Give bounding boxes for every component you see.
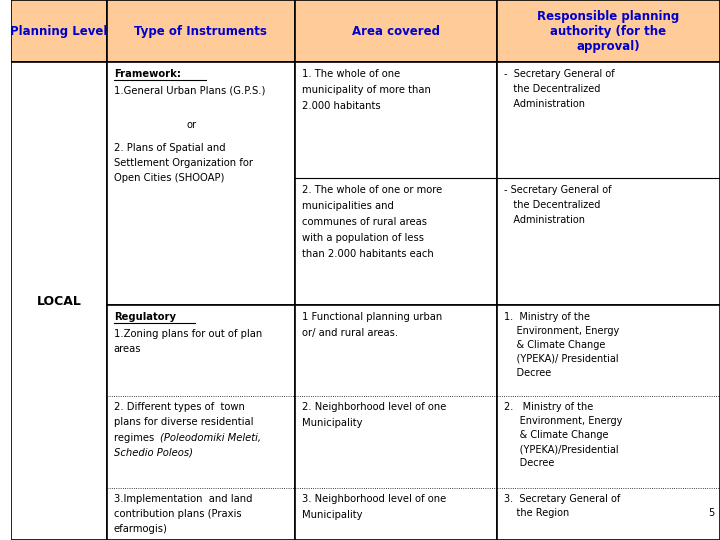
Text: contribution plans (Praxis: contribution plans (Praxis (114, 509, 241, 519)
Text: 2.000 habitants: 2.000 habitants (302, 101, 380, 111)
Text: areas: areas (114, 344, 141, 354)
Text: Administration: Administration (504, 215, 585, 225)
Text: Administration: Administration (504, 99, 585, 109)
Text: Area covered: Area covered (351, 24, 440, 38)
Text: 3. Neighborhood level of one: 3. Neighborhood level of one (302, 494, 446, 504)
Bar (11, 0, 107, 62)
Bar (294, 0, 497, 62)
Text: LOCAL: LOCAL (37, 294, 81, 308)
Text: Framework:: Framework: (114, 69, 181, 79)
Text: 2. The whole of one or more: 2. The whole of one or more (302, 185, 442, 195)
Bar (107, 0, 294, 62)
Text: Open Cities (SHOOAP): Open Cities (SHOOAP) (114, 173, 224, 184)
Text: Municipality: Municipality (302, 510, 362, 521)
Bar (497, 305, 720, 540)
Text: 3.Implementation  and land: 3.Implementation and land (114, 494, 252, 504)
Text: 1.General Urban Plans (G.P.S.): 1.General Urban Plans (G.P.S.) (114, 86, 265, 96)
Text: the Region: the Region (504, 508, 569, 518)
Text: Decree: Decree (504, 368, 551, 378)
Text: & Climate Change: & Climate Change (504, 430, 608, 441)
Text: Regulatory: Regulatory (114, 312, 176, 322)
Text: 2. Plans of Spatial and: 2. Plans of Spatial and (114, 143, 225, 153)
Text: regimes: regimes (114, 433, 161, 443)
Text: 1.  Ministry of the: 1. Ministry of the (504, 312, 590, 322)
Text: Schedio Poleos): Schedio Poleos) (114, 448, 193, 458)
Text: municipalities and: municipalities and (302, 201, 394, 211)
Text: than 2.000 habitants each: than 2.000 habitants each (302, 249, 433, 260)
Text: Responsible planning
authority (for the
approval): Responsible planning authority (for the … (537, 10, 680, 52)
Text: plans for diverse residential: plans for diverse residential (114, 417, 253, 428)
Bar (294, 62, 497, 305)
Text: & Climate Change: & Climate Change (504, 340, 605, 350)
Text: 1.Zoning plans for out of plan: 1.Zoning plans for out of plan (114, 329, 262, 339)
Text: or/ and rural areas.: or/ and rural areas. (302, 328, 398, 338)
Bar (107, 62, 294, 305)
Text: Type of Instruments: Type of Instruments (134, 24, 267, 38)
Text: or: or (186, 120, 197, 130)
Text: efarmogis): efarmogis) (114, 524, 168, 535)
Text: 2.   Ministry of the: 2. Ministry of the (504, 402, 593, 413)
Text: Environment, Energy: Environment, Energy (504, 326, 619, 336)
Text: Decree: Decree (504, 458, 554, 469)
Bar (497, 62, 720, 305)
Text: Environment, Energy: Environment, Energy (504, 416, 622, 427)
Text: Municipality: Municipality (302, 418, 362, 429)
Bar (11, 62, 107, 540)
Text: -  Secretary General of: - Secretary General of (504, 69, 614, 79)
Text: 1 Functional planning urban: 1 Functional planning urban (302, 312, 442, 322)
Text: (YPEKA)/Presidential: (YPEKA)/Presidential (504, 444, 618, 455)
Text: 1. The whole of one: 1. The whole of one (302, 69, 400, 79)
Text: 5: 5 (708, 508, 714, 518)
Text: 3.  Secretary General of: 3. Secretary General of (504, 494, 620, 504)
Text: municipality of more than: municipality of more than (302, 85, 431, 95)
Bar (294, 305, 497, 540)
Text: (YPEKA)/ Presidential: (YPEKA)/ Presidential (504, 354, 618, 364)
Text: the Decentralized: the Decentralized (504, 84, 600, 94)
Text: 2. Neighborhood level of one: 2. Neighborhood level of one (302, 402, 446, 413)
Text: communes of rural areas: communes of rural areas (302, 217, 427, 227)
Text: 2. Different types of  town: 2. Different types of town (114, 402, 245, 413)
Bar (497, 0, 720, 62)
Text: Planning Level: Planning Level (10, 24, 107, 38)
Text: (Poleodomiki Meleti,: (Poleodomiki Meleti, (160, 433, 261, 443)
Bar (107, 305, 294, 540)
Text: with a population of less: with a population of less (302, 233, 423, 244)
Text: - Secretary General of: - Secretary General of (504, 185, 611, 195)
Text: the Decentralized: the Decentralized (504, 200, 600, 210)
Text: Settlement Organization for: Settlement Organization for (114, 158, 253, 168)
